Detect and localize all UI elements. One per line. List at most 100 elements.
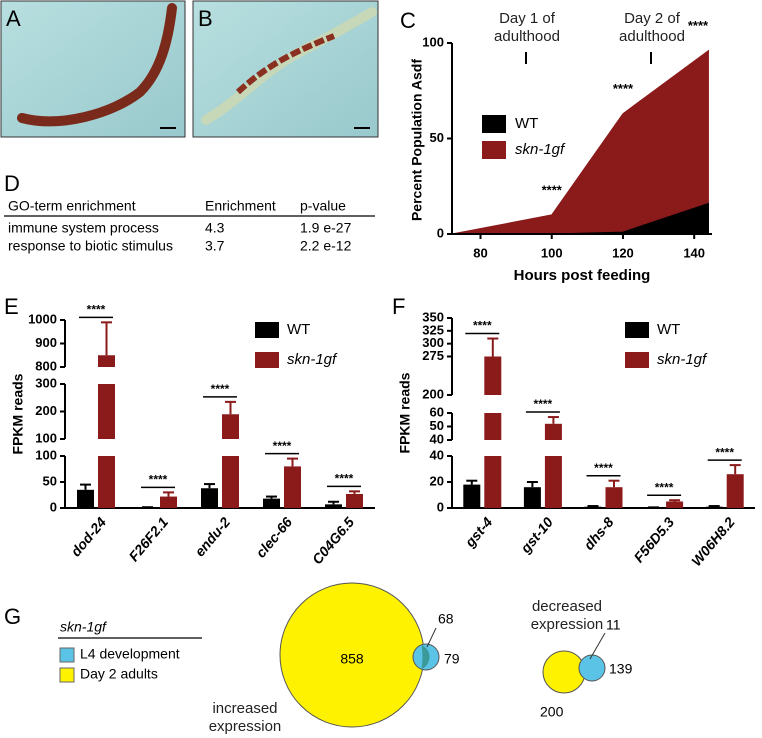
table-cell: 4.3 xyxy=(205,220,225,236)
bar xyxy=(222,414,239,439)
bar xyxy=(484,456,502,508)
significance: **** xyxy=(149,473,168,487)
worm-gut xyxy=(235,33,336,95)
table-cell: immune system process xyxy=(8,220,159,236)
x-tick-label: dhs-8 xyxy=(580,514,616,553)
bar xyxy=(98,384,115,439)
table-cell: response to biotic stimulus xyxy=(8,238,173,254)
callout-line xyxy=(426,627,437,648)
significance: **** xyxy=(542,182,563,197)
table-cell: 2.2 e-12 xyxy=(300,238,352,254)
bar xyxy=(726,474,744,508)
y-tick-label: 0 xyxy=(50,499,57,514)
x-tick-label: F26F2.1 xyxy=(125,514,171,564)
venn-overlap xyxy=(421,645,430,669)
bar xyxy=(98,355,115,367)
y-tick-label: 0 xyxy=(437,499,444,514)
bar xyxy=(325,504,342,508)
significance: **** xyxy=(594,461,613,475)
panel-label: D xyxy=(4,171,20,196)
bar xyxy=(263,498,280,508)
annotation: Day 2 of adulthood xyxy=(619,10,685,45)
bar xyxy=(463,484,481,508)
bar xyxy=(201,488,218,508)
panel-label: C xyxy=(400,8,416,33)
y-tick-label: 300 xyxy=(422,335,444,350)
worm xyxy=(17,3,177,127)
x-axis-label: Hours post feeding xyxy=(514,267,651,284)
venn-count: 858 xyxy=(340,651,364,667)
significance: **** xyxy=(715,445,734,459)
y-tick-label: 100 xyxy=(422,34,444,49)
x-tick-label: dod-24 xyxy=(67,514,109,560)
legend-label: WT xyxy=(287,321,310,338)
x-tick-label: endu-2 xyxy=(191,514,233,560)
bar xyxy=(484,413,502,440)
bar xyxy=(484,356,502,395)
bar xyxy=(98,456,115,508)
legend-swatch xyxy=(482,141,506,159)
x-tick-label: 80 xyxy=(473,245,487,260)
venn-circle xyxy=(578,654,606,682)
legend-swatch xyxy=(255,352,279,368)
bar xyxy=(605,487,623,508)
venn-count: 200 xyxy=(540,704,564,720)
legend-label: L4 development xyxy=(80,646,180,662)
y-tick-label: 100 xyxy=(35,430,57,445)
x-tick-label: 120 xyxy=(612,245,634,260)
bar xyxy=(346,493,363,508)
y-tick-label: 1000 xyxy=(28,311,57,326)
panel-label: B xyxy=(198,6,213,31)
significance: **** xyxy=(335,472,354,486)
y-tick-label: 50 xyxy=(43,473,57,488)
bar xyxy=(160,496,177,508)
significance: **** xyxy=(211,382,230,396)
significance: **** xyxy=(655,480,674,494)
callout-line xyxy=(589,632,606,660)
bar xyxy=(544,456,562,508)
x-tick-label: 100 xyxy=(541,245,563,260)
significance: **** xyxy=(613,81,634,96)
significance: **** xyxy=(273,439,292,453)
y-tick-label: 0 xyxy=(437,225,444,240)
table-header: p-value xyxy=(300,198,346,214)
venn-circle xyxy=(542,650,586,694)
legend-label: skn-1gf xyxy=(287,351,338,368)
y-tick-label: 200 xyxy=(35,403,57,418)
bar xyxy=(222,456,239,508)
panel-label: E xyxy=(4,294,19,319)
venn-label: decreased expression xyxy=(530,598,604,633)
y-tick-label: 325 xyxy=(422,322,444,337)
y-tick-label: 50 xyxy=(430,418,444,433)
panel-label: A xyxy=(6,6,21,31)
legend-swatch xyxy=(482,115,506,133)
y-tick-label: 275 xyxy=(422,348,444,363)
venn-label: increased expression xyxy=(208,700,282,735)
significance: **** xyxy=(534,397,553,411)
x-tick-label: gst-4 xyxy=(461,514,496,551)
legend-swatch xyxy=(625,352,649,368)
x-tick-label: C04G6.5 xyxy=(309,514,357,567)
bar xyxy=(544,423,562,440)
bar xyxy=(584,506,602,508)
significance: **** xyxy=(87,303,106,317)
legend-label: Day 2 adults xyxy=(80,666,158,682)
x-tick-label: gst-10 xyxy=(517,514,557,557)
legend-label: WT xyxy=(515,115,538,132)
table-cell: 1.9 e-27 xyxy=(300,220,352,236)
table-header: GO-term enrichment xyxy=(8,198,136,214)
y-tick-label: 50 xyxy=(430,130,444,145)
legend-title: skn-1gf xyxy=(60,619,108,635)
legend-label: WT xyxy=(657,321,680,338)
table-cell: 3.7 xyxy=(205,238,225,254)
legend-label: skn-1gf xyxy=(657,351,708,368)
legend-label: skn-1gf xyxy=(515,141,566,158)
y-axis-label: FPKM reads xyxy=(10,373,26,454)
y-tick-label: 350 xyxy=(422,309,444,324)
legend-swatch xyxy=(59,647,75,663)
x-tick-label: 140 xyxy=(683,245,705,260)
bar xyxy=(523,487,541,508)
y-tick-label: 200 xyxy=(422,386,444,401)
